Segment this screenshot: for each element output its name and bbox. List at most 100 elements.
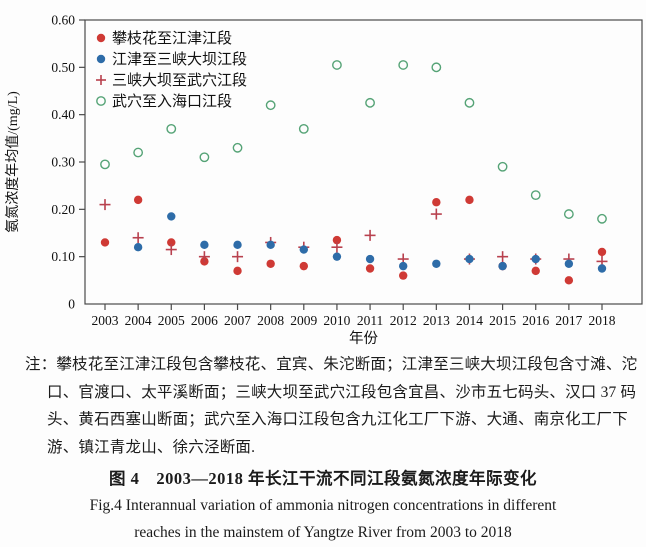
data-point: [564, 259, 574, 268]
data-point: [133, 147, 144, 158]
data-point: [332, 235, 342, 245]
data-point: [432, 259, 441, 268]
marker-filled-circle-icon: [564, 276, 574, 285]
marker-filled-circle-icon: [332, 252, 342, 261]
legend-item: 江津至三峡大坝江段: [96, 51, 247, 68]
data-point: [266, 240, 275, 250]
marker-open-circle-icon: [464, 97, 475, 108]
marker-filled-circle-icon: [465, 195, 474, 205]
data-point: [564, 276, 574, 285]
data-point: [364, 229, 376, 241]
marker-filled-circle-icon: [465, 254, 474, 264]
data-point: [497, 251, 509, 263]
data-point: [399, 261, 408, 271]
marker-filled-circle-icon: [233, 240, 242, 250]
marker-filled-circle-icon: [96, 54, 106, 64]
marker-filled-circle-icon: [432, 259, 441, 268]
marker-filled-circle-icon: [200, 240, 209, 250]
marker-filled-circle-icon: [100, 238, 110, 247]
data-point: [332, 60, 342, 70]
marker-filled-circle-icon: [266, 240, 275, 250]
legend-label: 三峡大坝至武穴江段: [112, 72, 247, 89]
marker-filled-circle-icon: [399, 261, 408, 271]
data-point: [530, 190, 541, 201]
data-point: [563, 209, 574, 219]
x-tick-label: 2014: [456, 313, 483, 328]
data-point: [100, 238, 110, 247]
x-tick-label: 2006: [191, 313, 218, 328]
x-tick-label: 2010: [323, 313, 350, 328]
data-point: [597, 264, 607, 273]
marker-open-circle-icon: [497, 161, 508, 172]
note-line: 口、官渡口、太平溪断面；三峡大坝至武穴江段包含宜昌、沙市五七码头、汉口 37 码: [47, 383, 637, 401]
marker-open-circle-icon: [100, 159, 110, 170]
y-tick-label: 0.40: [51, 107, 75, 122]
data-point: [331, 241, 343, 253]
y-tick-label: 0: [68, 297, 75, 312]
marker-filled-circle-icon: [332, 235, 342, 245]
marker-filled-circle-icon: [597, 264, 607, 273]
data-point: [232, 251, 244, 263]
x-tick-label: 2017: [555, 313, 582, 328]
note-line: 游、镇江青龙山、徐六泾断面.: [47, 438, 256, 456]
data-point: [332, 252, 342, 261]
data-point: [298, 123, 309, 134]
x-tick-label: 2013: [423, 313, 450, 328]
marker-filled-circle-icon: [299, 245, 308, 254]
marker-filled-circle-icon: [498, 261, 507, 271]
data-point: [398, 60, 409, 70]
data-point: [133, 195, 143, 205]
data-point: [531, 254, 540, 264]
marker-open-circle-icon: [265, 100, 276, 111]
x-tick-label: 2018: [589, 313, 616, 328]
data-point: [464, 97, 475, 108]
data-point: [233, 240, 242, 250]
x-tick-label: 2007: [224, 313, 251, 328]
x-tick-label: 2015: [489, 313, 516, 328]
legend-label: 攀枝花至江津江段: [112, 30, 232, 47]
y-tick-label: 0.10: [51, 249, 75, 264]
y-tick-label: 0.50: [51, 60, 75, 75]
data-point: [399, 271, 408, 280]
data-point: [531, 266, 540, 276]
marker-filled-circle-icon: [531, 266, 540, 276]
legend-item: 三峡大坝至武穴江段: [96, 72, 247, 89]
marker-open-circle-icon: [166, 123, 177, 134]
data-point: [299, 261, 308, 271]
data-point: [498, 261, 507, 271]
marker-open-circle-icon: [199, 152, 210, 163]
marker-filled-circle-icon: [167, 212, 176, 221]
marker-open-circle-icon: [96, 96, 106, 106]
ammonia-chart: 0 0.10 0.20 0.30 0.40 0.50 0.60 2003 2004 2005 200…: [5, 13, 643, 345]
marker-filled-circle-icon: [96, 33, 106, 43]
data-point: [199, 152, 210, 163]
caption-english-line2: reaches in the mainstem of Yangtze River…: [134, 524, 512, 541]
series-2: [99, 199, 608, 267]
series-0: [100, 195, 607, 285]
x-tick-label: 2011: [357, 313, 384, 328]
marker-open-circle-icon: [431, 62, 442, 73]
caption-english-line1: Fig.4 Interannual variation of ammonia n…: [89, 497, 557, 514]
marker-filled-circle-icon: [299, 261, 308, 271]
series-1: [133, 212, 607, 273]
marker-filled-circle-icon: [133, 243, 143, 252]
data-point: [167, 238, 176, 247]
data-point: [233, 266, 242, 276]
marker-filled-circle-icon: [266, 259, 275, 268]
data-point: [200, 240, 209, 250]
legend-item: 攀枝花至江津江段: [96, 30, 232, 47]
x-tick-label: 2004: [125, 313, 152, 328]
x-axis-title: 年份: [349, 330, 378, 345]
data-point: [465, 254, 474, 264]
y-axis-title: 氨氮浓度年均值/(mg/L): [5, 91, 21, 233]
marker-open-circle-icon: [232, 142, 243, 153]
data-point: [597, 213, 607, 224]
data-point: [165, 244, 177, 256]
marker-filled-circle-icon: [564, 259, 574, 268]
x-tick-label: 2016: [522, 313, 549, 328]
data-point: [266, 259, 275, 268]
x-tick-label: 2003: [92, 313, 119, 328]
marker-filled-circle-icon: [233, 266, 242, 276]
